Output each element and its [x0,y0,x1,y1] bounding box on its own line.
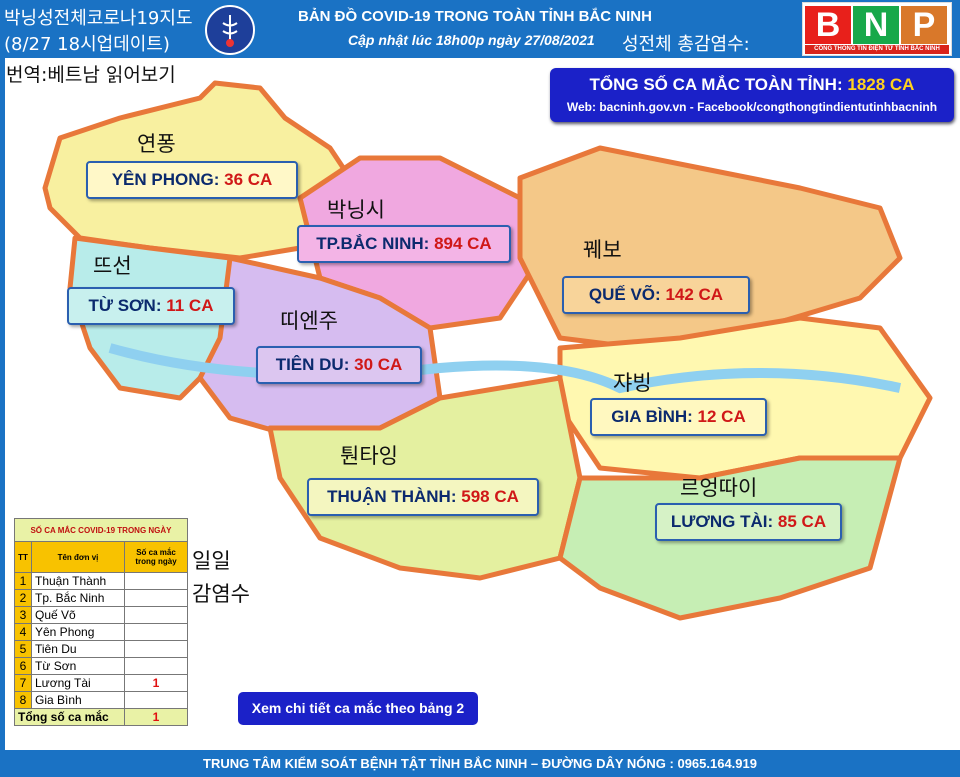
row-number: 5 [14,640,32,658]
district-name: THUẬN THÀNH: [327,487,457,506]
district-bac-ninh[interactable]: TP.BẮC NINH: 894 CA [297,225,511,263]
district-tu-son[interactable]: TỪ SƠN: 11 CA [67,287,235,325]
row-number: 2 [14,589,32,607]
row-cases [124,623,188,641]
district-yen-phong[interactable]: YÊN PHONG: 36 CA [86,161,298,199]
district-que-vo[interactable]: QUẾ VÕ: 142 CA [562,276,750,314]
daily-cases-table: SỐ CA MẮC COVID-19 TRONG NGÀY TT Tên đơn … [14,518,188,726]
web-links: Web: bacninh.gov.vn - Facebook/congthong… [566,100,938,114]
district-thuan-thanh[interactable]: THUẬN THÀNH: 598 CA [307,478,539,516]
district-name: TIÊN DU: [275,355,350,374]
district-cases: 598 CA [461,487,519,506]
row-number: 6 [14,657,32,675]
table-row: 3 Quế Võ [14,606,188,624]
overlay-translation-update: (8/27 18시업데이트) [4,34,170,55]
total-value: 1 [124,708,188,726]
health-emblem-icon [205,5,255,55]
district-cases: 894 CA [434,234,492,253]
overlay-kr-tu-son: 뜨선 [93,254,132,278]
district-cases: 36 CA [224,170,273,189]
overlay-translation-title: 박닝성전체코로나19지도 [4,8,193,29]
logo-letter-b: B [805,6,851,44]
district-name: TP.BẮC NINH: [316,234,430,253]
table-row: 8 Gia Bình [14,691,188,709]
row-unit: Từ Sơn [31,657,125,675]
table-row: 1 Thuận Thành [14,572,188,590]
district-name: TỪ SƠN: [88,296,162,315]
row-cases [124,589,188,607]
logo-letter-p: P [901,6,947,44]
table-caption: SỐ CA MẮC COVID-19 TRONG NGÀY [14,518,188,542]
overlay-kr-luong-tai: 르엉따이 [680,476,758,500]
total-label: Tổng số ca mắc [14,708,125,726]
table-total-row: Tổng số ca mắc 1 [14,708,188,726]
district-cases: 12 CA [697,407,746,426]
district-name: LƯƠNG TÀI: [670,512,774,531]
footer-hotline: TRUNG TÂM KIỂM SOÁT BỆNH TẬT TỈNH BẮC NI… [0,750,960,777]
district-cases: 142 CA [665,285,724,304]
total-label: TỔNG SỐ CA MẮC TOÀN TỈNH: [589,75,843,94]
river [108,343,902,394]
district-tien-du[interactable]: TIÊN DU: 30 CA [256,346,422,384]
overlay-kr-yen-phong: 연퐁 [137,132,176,156]
row-unit: Tp. Bắc Ninh [31,589,125,607]
overlay-kr-gia-binh: 쟈빙 [613,371,652,395]
row-cases [124,606,188,624]
row-cases [124,691,188,709]
row-number: 8 [14,691,32,709]
table-row: 2 Tp. Bắc Ninh [14,589,188,607]
bnp-logo: B N P CỔNG THÔNG TIN ĐIỆN TỬ TỈNH BẮC NI… [802,2,952,56]
row-cases: 1 [124,674,188,692]
header-unit: Tên đơn vị [31,541,125,573]
district-cases: 30 CA [354,355,403,374]
total-cases-banner: TỔNG SỐ CA MẮC TOÀN TỈNH: 1828 CA Web: b… [550,68,954,122]
row-unit: Lương Tài [31,674,125,692]
logo-letter-n: N [853,6,899,44]
overlay-translation-note: 번역:베트남 읽어보기 [6,64,176,86]
row-number: 7 [14,674,32,692]
header-bar [0,0,960,58]
overlay-kr-thuan-thanh: 퉌타잉 [340,444,398,468]
header-tt: TT [14,541,32,573]
overlay-translation-total: 성전체 총감염수: [622,34,750,55]
overlay-kr-tien-du: 띠엔주 [280,309,338,333]
row-unit: Quế Võ [31,606,125,624]
table-row: 6 Từ Sơn [14,657,188,675]
overlay-kr-que-vo: 꿰보 [583,238,622,262]
table-row: 4 Yên Phong [14,623,188,641]
district-name: YÊN PHONG: [111,170,220,189]
page-title: BẢN ĐỒ COVID-19 TRONG TOÀN TỈNH BẮC NINH [298,8,652,25]
overlay-kr-daily-2: 감염수 [192,582,250,606]
detail-table-button[interactable]: Xem chi tiết ca mắc theo bảng 2 [238,692,478,725]
table-row: 7 Lương Tài 1 [14,674,188,692]
row-cases [124,640,188,658]
row-unit: Gia Bình [31,691,125,709]
left-border [0,58,5,750]
district-name: QUẾ VÕ: [588,285,661,304]
district-cases: 11 CA [166,296,214,315]
district-name: GIA BÌNH: [611,407,693,426]
overlay-kr-bac-ninh: 박닝시 [327,198,385,222]
row-cases [124,657,188,675]
region-que-vo [517,145,903,351]
row-number: 3 [14,606,32,624]
row-unit: Yên Phong [31,623,125,641]
total-value: 1828 CA [847,75,915,94]
update-time: Cập nhật lúc 18h00p ngày 27/08/2021 [348,32,595,48]
row-cases [124,572,188,590]
row-number: 1 [14,572,32,590]
district-gia-binh[interactable]: GIA BÌNH: 12 CA [590,398,767,436]
header-cases: Số ca mắc trong ngày [124,541,188,573]
overlay-kr-daily-1: 일일 [192,549,231,573]
district-luong-tai[interactable]: LƯƠNG TÀI: 85 CA [655,503,842,541]
logo-subtitle: CỔNG THÔNG TIN ĐIỆN TỬ TỈNH BẮC NINH [805,45,949,54]
row-unit: Thuận Thành [31,572,125,590]
district-cases: 85 CA [777,512,827,531]
row-unit: Tiên Du [31,640,125,658]
table-row: 5 Tiên Du [14,640,188,658]
row-number: 4 [14,623,32,641]
